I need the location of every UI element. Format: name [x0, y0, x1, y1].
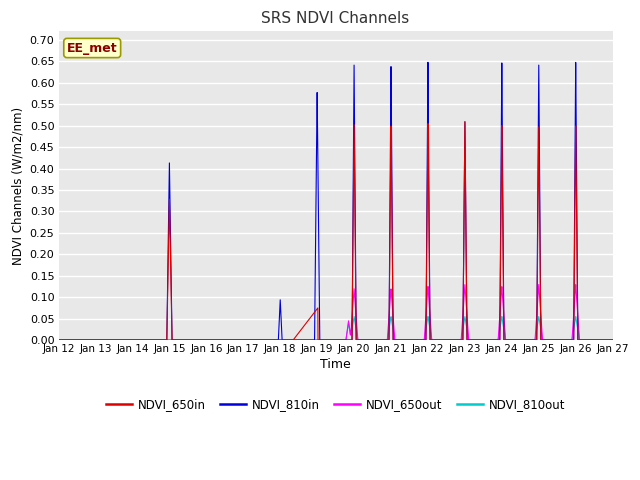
Title: SRS NDVI Channels: SRS NDVI Channels — [262, 11, 410, 26]
X-axis label: Time: Time — [320, 359, 351, 372]
Y-axis label: NDVI Channels (W/m2/nm): NDVI Channels (W/m2/nm) — [11, 107, 24, 265]
Text: EE_met: EE_met — [67, 41, 118, 55]
Legend: NDVI_650in, NDVI_810in, NDVI_650out, NDVI_810out: NDVI_650in, NDVI_810in, NDVI_650out, NDV… — [101, 394, 570, 416]
